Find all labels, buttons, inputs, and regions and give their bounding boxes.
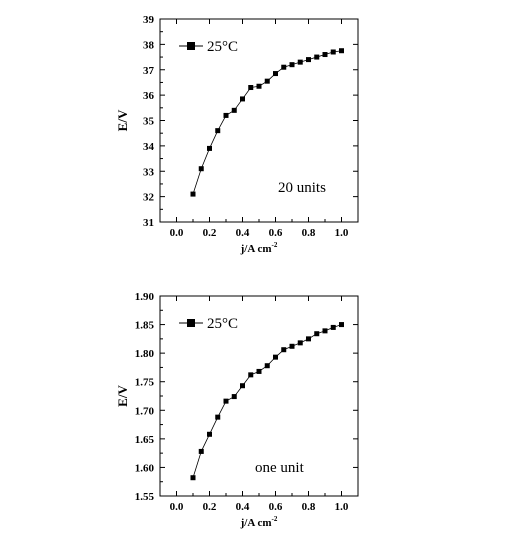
x-tick-label: 0.2 <box>203 227 217 239</box>
data-point <box>314 54 320 60</box>
y-tick-label: 35 <box>143 116 155 128</box>
data-point <box>339 322 344 328</box>
series-line <box>192 50 342 195</box>
y-tick-label: 1.80 <box>135 348 155 360</box>
data-point <box>273 71 278 77</box>
legend-marker <box>187 42 195 50</box>
data-point <box>240 96 245 102</box>
y-tick-label: 1.85 <box>135 320 155 332</box>
y-tick-label: 38 <box>143 39 155 51</box>
y-tick-label: 1.75 <box>135 377 155 389</box>
x-tick-label: 1.0 <box>335 227 349 239</box>
data-point <box>273 354 278 360</box>
x-axis-label-superscript: -2 <box>272 241 278 249</box>
y-axis-label: E/V <box>115 109 130 131</box>
x-tick-label: 0.0 <box>170 501 184 513</box>
data-point <box>322 52 328 58</box>
data-point <box>231 107 237 113</box>
y-tick-label: 1.55 <box>135 491 155 503</box>
x-tick-label: 0.0 <box>170 227 184 239</box>
x-tick-label: 0.4 <box>236 227 250 239</box>
data-point <box>198 166 204 172</box>
series-line <box>192 324 342 478</box>
data-point <box>339 48 344 54</box>
data-point <box>223 398 229 404</box>
data-point <box>198 448 204 454</box>
legend-marker <box>187 319 195 327</box>
y-tick-label: 1.70 <box>135 405 155 417</box>
data-point <box>330 49 336 55</box>
x-tick-label: 0.6 <box>269 227 283 239</box>
y-tick-label: 32 <box>143 192 155 204</box>
x-tick-label: 1.0 <box>335 501 349 513</box>
data-point <box>264 363 270 369</box>
chart-panel-2: 0.0 0.2 0.4 0.6 0.8 1.0 1.55 1.60 1.65 1.70 1.75 1.… <box>115 291 359 529</box>
y-tick-label: 1.60 <box>135 462 155 474</box>
x-tick-label: 0.8 <box>302 227 316 239</box>
data-point <box>207 145 212 151</box>
y-tick-label: 36 <box>143 90 155 102</box>
data-point <box>248 372 254 378</box>
data-point <box>240 383 245 389</box>
data-point <box>264 78 270 84</box>
legend-label: 25°C <box>207 316 238 332</box>
data-point <box>256 368 262 374</box>
data-point <box>190 475 196 481</box>
data-point <box>256 83 262 89</box>
data-point <box>330 324 336 330</box>
y-tick-label: 33 <box>143 166 155 178</box>
data-point <box>314 331 320 337</box>
data-point <box>231 394 237 400</box>
chart-annotation: one unit <box>255 460 305 476</box>
data-point <box>289 62 295 68</box>
y-tick-label: 37 <box>143 65 155 77</box>
x-tick-label: 0.8 <box>302 501 316 513</box>
x-axis-label: j/A cm-2 <box>240 241 278 255</box>
x-tick-label: 0.6 <box>269 501 283 513</box>
data-point <box>207 431 212 437</box>
data-point <box>322 328 328 334</box>
data-point <box>223 112 229 118</box>
data-point <box>248 85 254 91</box>
data-point <box>289 343 295 349</box>
x-axis-label: j/A cm-2 <box>240 515 278 529</box>
data-point <box>297 59 303 65</box>
chart-annotation: 20 units <box>278 180 326 196</box>
data-point <box>281 347 287 353</box>
data-point <box>297 340 303 346</box>
y-tick-label: 39 <box>143 14 155 26</box>
y-tick-label: 1.65 <box>135 434 155 446</box>
y-tick-label: 1.90 <box>135 291 155 303</box>
data-point <box>281 64 287 70</box>
data-point <box>190 191 196 197</box>
x-tick-label: 0.4 <box>236 501 250 513</box>
y-tick-label: 31 <box>143 217 154 229</box>
chart-panel-1: 0.0 0.2 0.4 0.6 0.8 1.0 31 32 33 34 35 36 37 38 39 E/V j… <box>115 14 359 255</box>
y-axis-label: E/V <box>115 385 130 407</box>
x-axis-label-superscript: -2 <box>272 515 278 523</box>
y-tick-label: 34 <box>143 141 155 153</box>
data-point <box>306 57 311 63</box>
legend-label: 25°C <box>207 39 238 55</box>
x-tick-label: 0.2 <box>203 501 217 513</box>
data-point <box>215 414 221 420</box>
data-point <box>306 336 311 342</box>
data-point <box>215 128 221 134</box>
